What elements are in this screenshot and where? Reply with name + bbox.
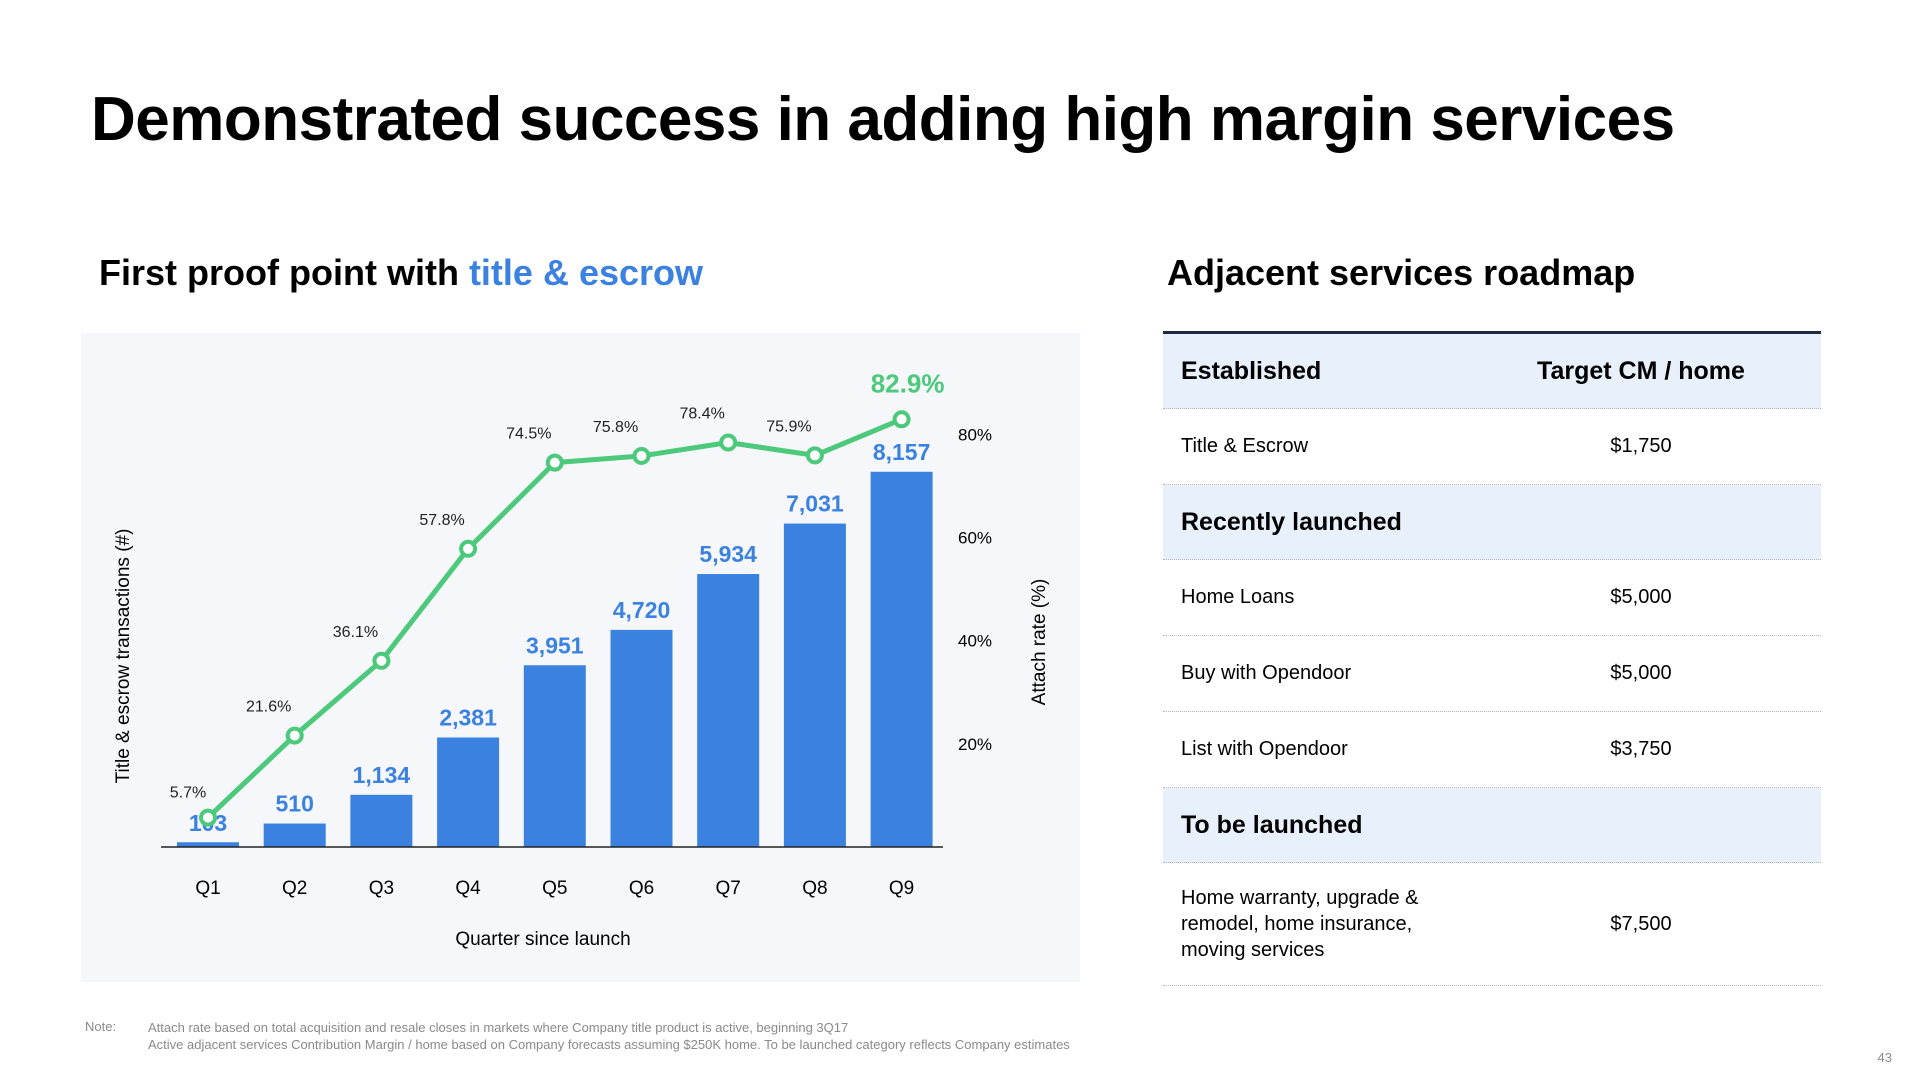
attach-rate-point [285,726,304,745]
chart-subtitle: First proof point with title & escrow [99,252,703,294]
attach-rate-label: 75.8% [593,419,638,436]
note-label: Note: [85,1019,117,1034]
section-to-be-launched: To be launched [1163,788,1821,863]
attach-rate-label: 36.1% [333,624,378,641]
x-tick-label: Q2 [282,878,307,899]
service-value: $5,000 [1610,586,1672,608]
page-number: 43 [1877,1050,1892,1065]
service-value: $3,750 [1610,738,1672,760]
roadmap-table: Established Target CM / home Title & Esc… [1163,331,1821,986]
bar-value-label: 3,951 [526,632,584,658]
attach-rate-label: 74.5% [506,426,551,443]
x-tick-label: Q6 [629,878,654,899]
x-tick-label: Q9 [889,878,914,899]
bar-value-label: 8,157 [873,439,931,465]
combo-chart: 1035101,1342,3813,9514,7205,9347,0318,15… [113,368,1050,950]
x-tick-label: Q5 [542,878,567,899]
service-name: Title & Escrow [1181,435,1309,457]
attach-rate-point [805,446,824,465]
x-tick-label: Q8 [802,878,827,899]
note-line-1: Attach rate based on total acquisition a… [148,1020,849,1035]
x-tick-label: Q4 [455,878,481,899]
chart-subtitle-prefix: First proof point with [99,252,469,293]
section-label: To be launched [1181,810,1363,839]
section-recently-launched: Recently launched [1163,485,1821,560]
x-tick-label: Q1 [195,878,220,899]
y2-tick-label: 20% [958,735,992,754]
service-value: $7,500 [1610,913,1672,935]
table-row: Home Loans $5,000 [1163,560,1821,636]
bar [870,471,933,847]
attach-rate-label: 57.8% [419,512,464,529]
y2-axis-title: Attach rate (%) [1029,579,1050,706]
y-axis-title: Title & escrow transactions (#) [113,529,134,784]
x-axis-title: Quarter since launch [455,929,630,950]
bar [610,629,673,847]
service-value: $5,000 [1610,662,1672,684]
service-name: Buy with Opendoor [1181,662,1352,684]
note-text: Attach rate based on total acquisition a… [148,1019,1070,1053]
attach-rate-label: 75.9% [766,418,811,435]
bar-value-label: 5,934 [699,541,757,567]
attach-rate-point [372,651,391,670]
bar [437,737,500,847]
x-tick-label: Q3 [369,878,394,899]
y2-tick-label: 60% [958,528,992,547]
attach-rate-label: 21.6% [246,699,291,716]
bar [523,665,586,847]
bar [177,842,239,847]
section-label: Recently launched [1181,507,1402,536]
bar [263,823,326,847]
attach-rate-point [719,433,738,452]
bar-value-label: 2,381 [439,704,497,730]
attach-rate-label: 82.9% [871,368,945,398]
table-row: Buy with Opendoor $5,000 [1163,636,1821,712]
header-established: Established [1181,356,1322,385]
bar-value-label: 7,031 [786,491,844,517]
y2-tick-label: 80% [958,425,992,444]
attach-rate-point [199,808,217,827]
attach-rate-label: 5.7% [170,785,206,802]
table-row: Title & Escrow $1,750 [1163,409,1821,485]
attach-rate-label: 78.4% [680,406,725,423]
attach-rate-point [545,453,564,472]
service-name: List with Opendoor [1181,738,1348,760]
bar [350,794,413,847]
bar-value-label: 4,720 [613,597,671,623]
chart-panel: 1035101,1342,3813,9514,7205,9347,0318,15… [81,333,1080,982]
attach-rate-point [632,446,651,465]
service-value: $1,750 [1610,435,1672,457]
bar-value-label: 510 [276,791,314,817]
table-row: List with Opendoor $3,750 [1163,712,1821,788]
attach-rate-point [892,410,911,429]
roadmap-subtitle: Adjacent services roadmap [1167,252,1636,293]
service-name: Home warranty, upgrade & remodel, home i… [1181,887,1419,961]
x-tick-label: Q7 [716,878,741,899]
bar [783,523,846,847]
service-name: Home Loans [1181,586,1295,608]
header-target-cm: Target CM / home [1537,356,1745,385]
bar [697,574,760,847]
y2-tick-label: 40% [958,632,992,651]
table-header-row: Established Target CM / home [1163,334,1821,409]
table-row: Home warranty, upgrade & remodel, home i… [1163,863,1821,986]
page-title: Demonstrated success in adding high marg… [91,85,1675,154]
bar-value-label: 1,134 [353,762,411,788]
note-line-2: Active adjacent services Contribution Ma… [148,1037,1070,1052]
chart-subtitle-accent: title & escrow [468,252,704,293]
attach-rate-point [459,539,478,558]
